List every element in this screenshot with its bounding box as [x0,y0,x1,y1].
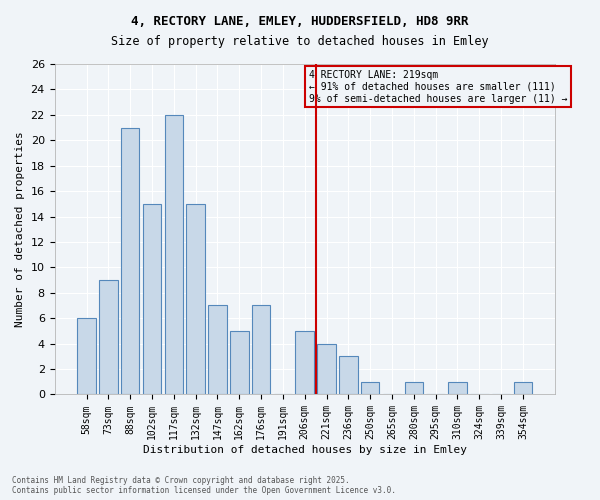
Bar [295,331,314,394]
Bar [230,331,248,394]
Y-axis label: Number of detached properties: Number of detached properties [15,132,25,327]
Text: Contains HM Land Registry data © Crown copyright and database right 2025.
Contai: Contains HM Land Registry data © Crown c… [12,476,396,495]
Bar [77,318,96,394]
Text: 4, RECTORY LANE, EMLEY, HUDDERSFIELD, HD8 9RR: 4, RECTORY LANE, EMLEY, HUDDERSFIELD, HD… [131,15,469,28]
Bar [121,128,139,394]
Text: 4 RECTORY LANE: 219sqm
← 91% of detached houses are smaller (111)
9% of semi-det: 4 RECTORY LANE: 219sqm ← 91% of detached… [309,70,568,104]
Bar [99,280,118,394]
Bar [361,382,379,394]
Text: Size of property relative to detached houses in Emley: Size of property relative to detached ho… [111,35,489,48]
Bar [143,204,161,394]
Bar [164,115,183,394]
Bar [514,382,532,394]
Bar [317,344,336,394]
Bar [339,356,358,395]
Bar [252,306,271,394]
Bar [187,204,205,394]
X-axis label: Distribution of detached houses by size in Emley: Distribution of detached houses by size … [143,445,467,455]
Bar [208,306,227,394]
Bar [448,382,467,394]
Bar [404,382,423,394]
